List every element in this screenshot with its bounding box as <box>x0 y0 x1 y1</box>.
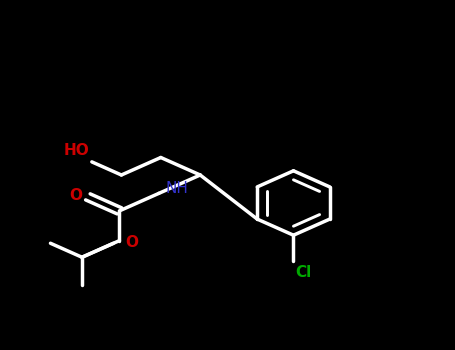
Text: O: O <box>125 235 138 250</box>
Text: O: O <box>70 188 82 203</box>
Text: HO: HO <box>64 144 90 158</box>
Text: NH: NH <box>166 181 188 196</box>
Text: Cl: Cl <box>296 265 312 280</box>
